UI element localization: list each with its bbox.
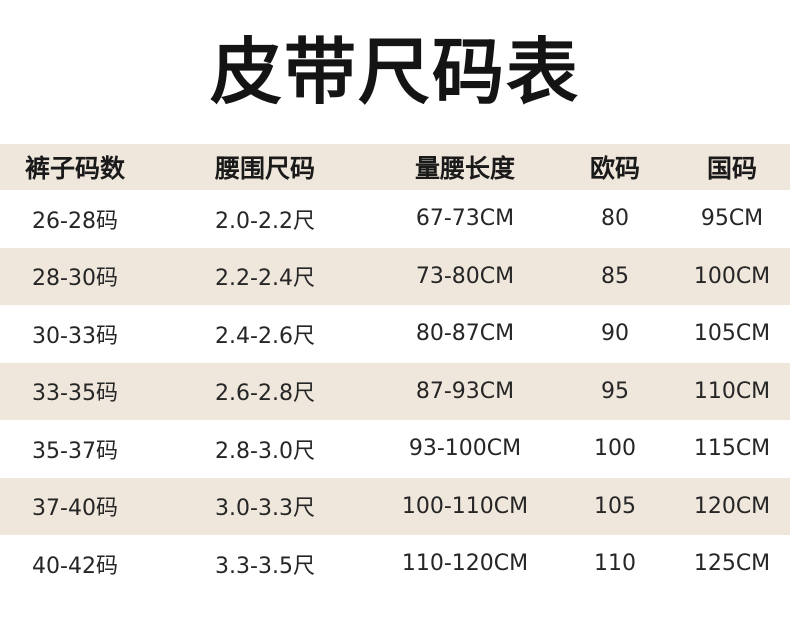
header-waist-size: 腰围尺码 xyxy=(214,154,315,183)
cell-waist-size: 2.6-2.8尺 xyxy=(215,381,315,407)
table-row: 35-37码 2.8-3.0尺 93-100CM 100 115CM xyxy=(0,420,790,478)
cell-waist-size: 2.8-3.0尺 xyxy=(215,438,315,464)
header-cn-size: 国码 xyxy=(706,154,757,183)
cell-pants-size: 35-37码 xyxy=(32,438,118,464)
table-row: 33-35码 2.6-2.8尺 87-93CM 95 110CM xyxy=(0,362,790,420)
cell-waist-size: 3.0-3.3尺 xyxy=(215,496,315,522)
table-row: 30-33码 2.4-2.6尺 80-87CM 90 105CM xyxy=(0,305,790,363)
cell-eu-size: 105 xyxy=(594,493,636,519)
cell-cn-size: 120CM xyxy=(693,493,771,519)
cell-cn-size: 95CM xyxy=(700,206,764,232)
cell-pants-size: 37-40码 xyxy=(32,496,118,522)
cell-cn-size: 110CM xyxy=(693,378,771,404)
cell-pants-size: 30-33码 xyxy=(32,323,118,349)
header-waist-length: 量腰长度 xyxy=(414,154,515,183)
cell-waist-size: 2.0-2.2尺 xyxy=(215,208,315,234)
page-title: 皮带尺码表 xyxy=(209,30,580,114)
table-header-row: 裤子码数 腰围尺码 量腰长度 欧码 国码 xyxy=(0,144,790,190)
table-row: 26-28码 2.0-2.2尺 67-73CM 80 95CM xyxy=(0,190,790,248)
cell-eu-size: 85 xyxy=(601,263,629,289)
cell-waist-length: 80-87CM xyxy=(415,321,515,347)
cell-cn-size: 105CM xyxy=(693,321,771,347)
cell-pants-size: 33-35码 xyxy=(32,381,118,407)
cell-pants-size: 26-28码 xyxy=(32,208,118,234)
table-row: 37-40码 3.0-3.3尺 100-110CM 105 120CM xyxy=(0,477,790,535)
cell-waist-size: 3.3-3.5尺 xyxy=(215,553,315,579)
cell-eu-size: 80 xyxy=(601,206,629,232)
cell-eu-size: 90 xyxy=(601,321,629,347)
size-table: 裤子码数 腰围尺码 量腰长度 欧码 国码 26-28码 2.0-2.2尺 67-… xyxy=(0,144,790,593)
cell-eu-size: 95 xyxy=(601,378,629,404)
cell-eu-size: 110 xyxy=(594,551,636,577)
cell-cn-size: 100CM xyxy=(693,263,771,289)
table-row: 40-42码 3.3-3.5尺 110-120CM 110 125CM xyxy=(0,535,790,593)
cell-pants-size: 28-30码 xyxy=(32,266,118,292)
cell-waist-length: 67-73CM xyxy=(415,206,515,232)
cell-cn-size: 125CM xyxy=(693,551,771,577)
cell-pants-size: 40-42码 xyxy=(32,553,118,579)
cell-eu-size: 100 xyxy=(594,436,636,462)
cell-cn-size: 115CM xyxy=(693,436,771,462)
cell-waist-length: 93-100CM xyxy=(408,436,522,462)
header-eu-size: 欧码 xyxy=(589,154,640,183)
header-pants-size: 裤子码数 xyxy=(24,154,125,183)
cell-waist-length: 73-80CM xyxy=(415,263,515,289)
cell-waist-length: 100-110CM xyxy=(401,493,529,519)
cell-waist-length: 87-93CM xyxy=(415,378,515,404)
cell-waist-length: 110-120CM xyxy=(401,551,529,577)
cell-waist-size: 2.2-2.4尺 xyxy=(215,266,315,292)
cell-waist-size: 2.4-2.6尺 xyxy=(215,323,315,349)
table-row: 28-30码 2.2-2.4尺 73-80CM 85 100CM xyxy=(0,247,790,305)
